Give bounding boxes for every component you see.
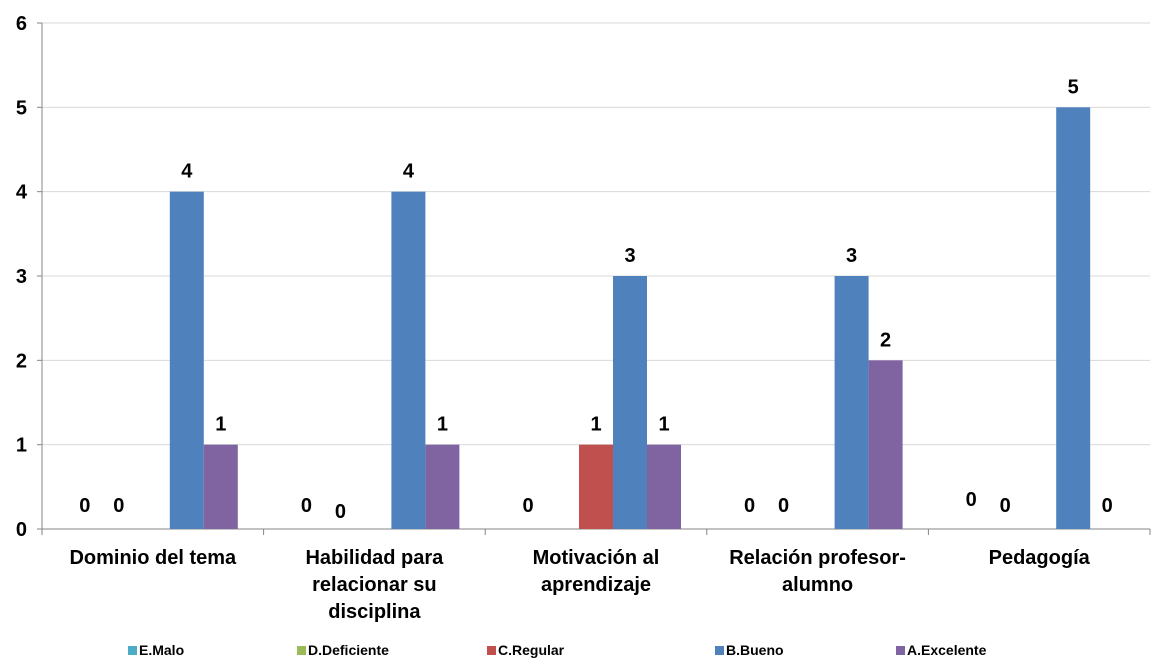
data-label: 4 <box>181 161 193 183</box>
gridlines <box>42 22 1150 446</box>
legend-swatch <box>896 646 905 655</box>
data-label: 0 <box>966 489 977 511</box>
x-category-label: alumno <box>782 574 853 596</box>
bar <box>834 276 869 529</box>
data-label: 0 <box>1000 495 1011 517</box>
x-category-label: Relación profesor- <box>729 547 906 569</box>
x-category-label: Dominio del tema <box>69 547 237 569</box>
x-category-label: Motivación al <box>533 547 660 569</box>
y-tick-label: 4 <box>16 182 28 204</box>
data-label: 1 <box>658 414 669 436</box>
x-category-label: Habilidad para <box>305 547 444 569</box>
bar <box>613 276 647 529</box>
x-category-label: disciplina <box>328 601 421 623</box>
bar <box>203 444 238 529</box>
y-tick-label: 5 <box>16 97 27 119</box>
y-tick-label: 6 <box>16 13 27 35</box>
data-label: 0 <box>335 501 346 523</box>
legend-swatch <box>297 646 306 655</box>
legend-label: B.Bueno <box>726 642 784 658</box>
legend-swatch <box>487 646 496 655</box>
data-label: 1 <box>437 414 448 436</box>
x-category-label: relacionar su <box>312 574 437 596</box>
legend-label: C.Regular <box>498 642 565 658</box>
data-label: 0 <box>301 495 312 517</box>
legend-label: A.Excelente <box>907 642 987 658</box>
data-label: 0 <box>113 495 124 517</box>
data-label: 3 <box>624 245 635 267</box>
bar <box>391 191 426 529</box>
legend-swatch <box>715 646 724 655</box>
data-label: 1 <box>215 414 226 436</box>
y-tick-label: 1 <box>16 435 27 457</box>
data-label: 5 <box>1068 76 1079 98</box>
bar <box>425 444 460 529</box>
category-labels: Dominio del tema Habilidad para relacionar… <box>69 547 1090 623</box>
bar <box>647 444 681 529</box>
data-labels: 0 0 4 1 0 0 4 1 0 1 3 1 0 0 3 2 0 0 5 0 <box>79 76 1113 523</box>
data-label: 0 <box>1102 495 1113 517</box>
data-label: 2 <box>880 329 891 351</box>
data-label: 4 <box>403 161 415 183</box>
data-label: 0 <box>778 495 789 517</box>
legend-label: D.Deficiente <box>308 642 389 658</box>
bar <box>169 191 204 529</box>
data-label: 0 <box>79 495 90 517</box>
bar <box>579 444 613 529</box>
bar <box>868 360 903 529</box>
y-tick-label: 0 <box>16 519 27 541</box>
y-tick-label: 2 <box>16 350 27 372</box>
data-label: 1 <box>590 414 601 436</box>
x-category-label: aprendizaje <box>541 574 651 596</box>
legend-label: E.Malo <box>139 642 184 658</box>
x-category-label: Pedagogía <box>989 547 1091 569</box>
bar <box>1056 107 1091 529</box>
data-label: 3 <box>846 245 857 267</box>
data-label: 0 <box>744 495 755 517</box>
legend: E.Malo D.Deficiente C.Regular B.Bueno A.Exce… <box>128 642 987 658</box>
bars <box>169 107 1091 529</box>
y-tick-label: 3 <box>16 266 27 288</box>
data-label: 0 <box>522 495 533 517</box>
legend-swatch <box>128 646 137 655</box>
